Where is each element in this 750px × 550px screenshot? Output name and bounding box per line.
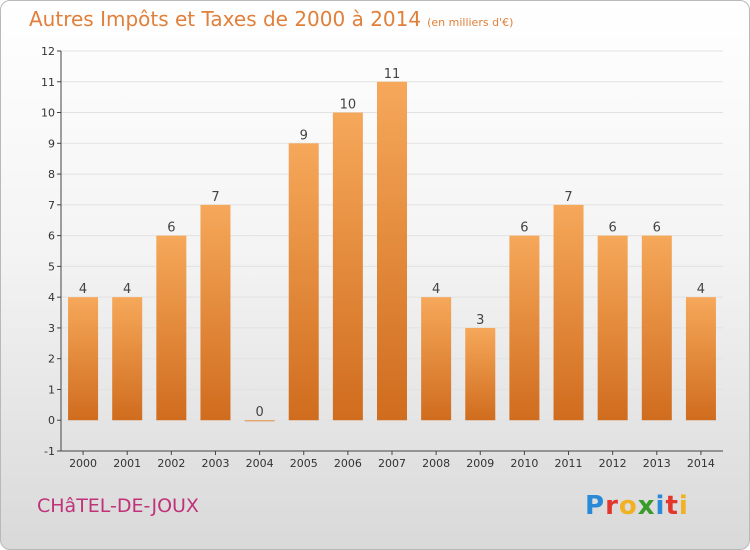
data-label-2014: 4 [697,282,705,297]
chart-title: Autres Impôts et Taxes de 2000 à 2014 (en… [29,7,513,31]
x-tick-label-2005: 2005 [290,457,318,470]
x-tick-label-2010: 2010 [510,457,538,470]
proxiti-logo[interactable]: Proxiti [585,491,689,521]
x-tick-label-2009: 2009 [466,457,494,470]
data-label-2001: 4 [123,282,131,297]
bar-2004[interactable] [244,420,275,422]
data-label-2010: 6 [520,221,528,236]
bar-layer: 4 4 6 7 0 9 10 11 4 3 6 7 6 6 4 [68,67,716,422]
logo-letter: P [585,491,606,521]
data-label-2006: 10 [340,98,357,113]
x-tick-label-2002: 2002 [157,457,185,470]
x-tick-label-2001: 2001 [113,457,141,470]
bar-2006[interactable] [332,112,363,421]
data-label-2013: 6 [653,221,661,236]
y-tick-label: 6 [48,230,55,243]
y-tick-label: 11 [41,76,55,89]
y-tick-label: -1 [44,445,55,458]
logo-letter: o [618,491,638,521]
y-tick-label: 7 [48,199,55,212]
x-tick-label-2007: 2007 [378,457,406,470]
y-tick-label: 5 [48,260,55,273]
x-tick-label-2012: 2012 [599,457,627,470]
logo-letter: t [665,491,679,521]
bar-2014[interactable] [685,297,716,421]
data-label-2005: 9 [300,128,308,143]
y-tick-label: 12 [41,45,55,58]
bar-2010[interactable] [509,235,540,421]
chart-unit: (en milliers d'€) [427,16,514,29]
y-tick-label: 3 [48,322,55,335]
data-label-2011: 7 [564,190,572,205]
x-tick-label-2000: 2000 [69,457,97,470]
chart-title-text: Autres Impôts et Taxes de 2000 à 2014 [29,7,422,31]
logo-letter: r [605,491,619,521]
y-tick-label: 4 [48,291,55,304]
y-tick-label: 9 [48,137,55,150]
data-label-2009: 3 [476,313,484,328]
commune-name: CHâTEL-DE-JOUX [37,495,199,517]
logo-letter: i [655,491,666,521]
bar-2011[interactable] [553,204,584,421]
bar-2009[interactable] [465,327,496,421]
bar-2000[interactable] [68,297,99,421]
x-tick-label-2006: 2006 [334,457,362,470]
x-tick-label-2014: 2014 [687,457,715,470]
bar-2007[interactable] [377,81,407,421]
bar-2002[interactable] [156,235,187,421]
x-tick-label-2004: 2004 [246,457,274,470]
y-tick-label: 2 [48,353,55,366]
data-label-2004: 0 [255,405,263,420]
bar-2013[interactable] [641,235,672,421]
x-tick-label-2003: 2003 [201,457,229,470]
bar-2003[interactable] [200,204,231,421]
x-tick-label-2008: 2008 [422,457,450,470]
data-label-2002: 6 [167,221,175,236]
x-tick-label-2013: 2013 [643,457,671,470]
y-tick-label: 10 [41,107,55,120]
bar-2001[interactable] [112,297,143,421]
bar-2008[interactable] [421,297,452,421]
data-label-2012: 6 [609,221,617,236]
x-tick-label-2011: 2011 [555,457,583,470]
y-tick-label: 0 [48,414,55,427]
bar-2005[interactable] [288,143,319,421]
y-tick-label: 8 [48,168,55,181]
data-label-2000: 4 [79,282,87,297]
data-label-2003: 7 [211,190,219,205]
y-tick-label: 1 [48,383,55,396]
logo-letter: x [637,491,656,521]
logo-letter: i [678,491,689,521]
data-label-2008: 4 [432,282,440,297]
bar-2012[interactable] [597,235,628,421]
data-label-2007: 11 [384,67,401,82]
